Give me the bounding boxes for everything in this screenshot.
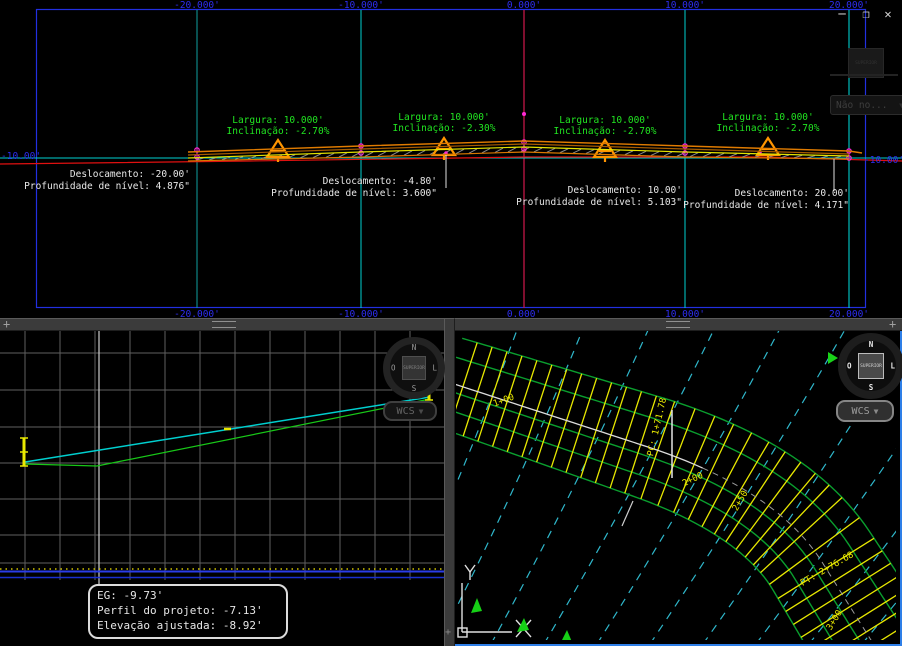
depth-label: Profundidade de nível: 4.171" — [683, 200, 849, 211]
viewcube-north-label: N — [868, 340, 874, 349]
elevation-label-right: -10.00' — [864, 155, 902, 166]
viewcube-west-label: O — [847, 361, 852, 371]
viewcube-face-label[interactable]: SUPERIOR — [858, 353, 884, 379]
wcs-dropdown[interactable]: WCS ▼ — [383, 401, 437, 421]
profile-tooltip: EG: -9.73' Perfil do projeto: -7.13' Ele… — [88, 584, 288, 639]
offset-label: Deslocamento: -4.80' — [322, 176, 437, 187]
splitter-expand-right-icon[interactable]: + — [889, 317, 897, 331]
viewcube-top[interactable]: N O L S SUPERIOR — [383, 337, 445, 399]
viewcube-east-label: L — [432, 363, 437, 373]
wcs-label: WCS — [851, 405, 870, 417]
section-ruler-label-bottom: 20.000' — [828, 309, 870, 320]
viewcube-south-label: S — [868, 383, 874, 392]
viewcube-rotate-arrow-icon[interactable] — [828, 352, 838, 364]
lane-slope-label: Inclinação: -2.70% — [553, 126, 657, 137]
section-ruler-label-bottom: 10.000' — [664, 309, 706, 320]
section-ruler-label-bottom: -10.000' — [338, 309, 384, 320]
lane-width-label: Largura: 10.000' — [559, 115, 651, 126]
splitter-grip[interactable] — [666, 321, 690, 328]
chevron-down-icon: ▼ — [899, 100, 902, 110]
section-ruler-label-top: 10.000' — [664, 0, 706, 11]
chevron-down-icon: ▼ — [873, 406, 879, 416]
viewcube-top-active[interactable]: N O L S SUPERIOR — [838, 333, 902, 399]
lane-slope-label: Inclinação: -2.70% — [716, 123, 820, 134]
depth-label: Profundidade de nível: 3.600" — [271, 188, 437, 199]
section-ruler-label-bottom: -20.000' — [174, 309, 220, 320]
plan-viewport-active[interactable] — [452, 322, 902, 646]
wcs-dropdown-active[interactable]: WCS ▼ — [836, 400, 894, 422]
section-ruler-label-top: 0.000' — [506, 0, 542, 11]
depth-label: Profundidade de nível: 4.876" — [24, 181, 190, 192]
vertical-splitter[interactable] — [444, 318, 455, 646]
lane-width-label: Largura: 10.000' — [232, 115, 324, 126]
splitter-expand-left-icon[interactable]: + — [3, 317, 11, 331]
lane-width-label: Largura: 10.000' — [722, 112, 814, 123]
elevation-label-left: -10.00' — [1, 151, 42, 162]
chevron-down-icon: ▼ — [418, 406, 424, 416]
wcs-label: WCS — [396, 405, 415, 417]
viewcube-ring-edge — [830, 74, 898, 76]
viewcube-east-label: L — [890, 361, 895, 371]
section-ruler-label-bottom: 0.000' — [506, 309, 542, 320]
viewcube-north-label: N — [411, 343, 417, 352]
lane-slope-label: Inclinação: -2.70% — [226, 126, 330, 137]
tooltip-design-profile: Perfil do projeto: -7.13' — [97, 604, 263, 617]
viewcube-west-label: O — [391, 363, 396, 373]
close-button[interactable]: ✕ — [884, 7, 892, 21]
splitter-grip[interactable] — [212, 321, 236, 328]
section-editor-viewport[interactable] — [0, 0, 902, 318]
section-ruler-label-top: -20.000' — [174, 0, 220, 11]
viewcube-south-label: S — [411, 384, 417, 393]
offset-label: Deslocamento: 20.00' — [734, 188, 849, 199]
offset-label: Deslocamento: -20.00' — [69, 169, 190, 180]
section-ruler-label-top: 20.000' — [828, 0, 870, 11]
lane-width-label: Largura: 10.000' — [398, 112, 490, 123]
lane-slope-label: Inclinação: -2.30% — [392, 123, 496, 134]
tooltip-adjusted-elevation: Elevação ajustada: -8.92' — [97, 619, 263, 632]
splitter-expand-bottom-icon[interactable]: + — [445, 627, 452, 638]
tooltip-eg: EG: -9.73' — [97, 589, 164, 602]
section-ruler-label-top: -10.000' — [338, 0, 384, 11]
view-name-label: Não no... — [836, 99, 888, 111]
viewcube-face-label[interactable]: SUPERIOR — [402, 356, 426, 380]
